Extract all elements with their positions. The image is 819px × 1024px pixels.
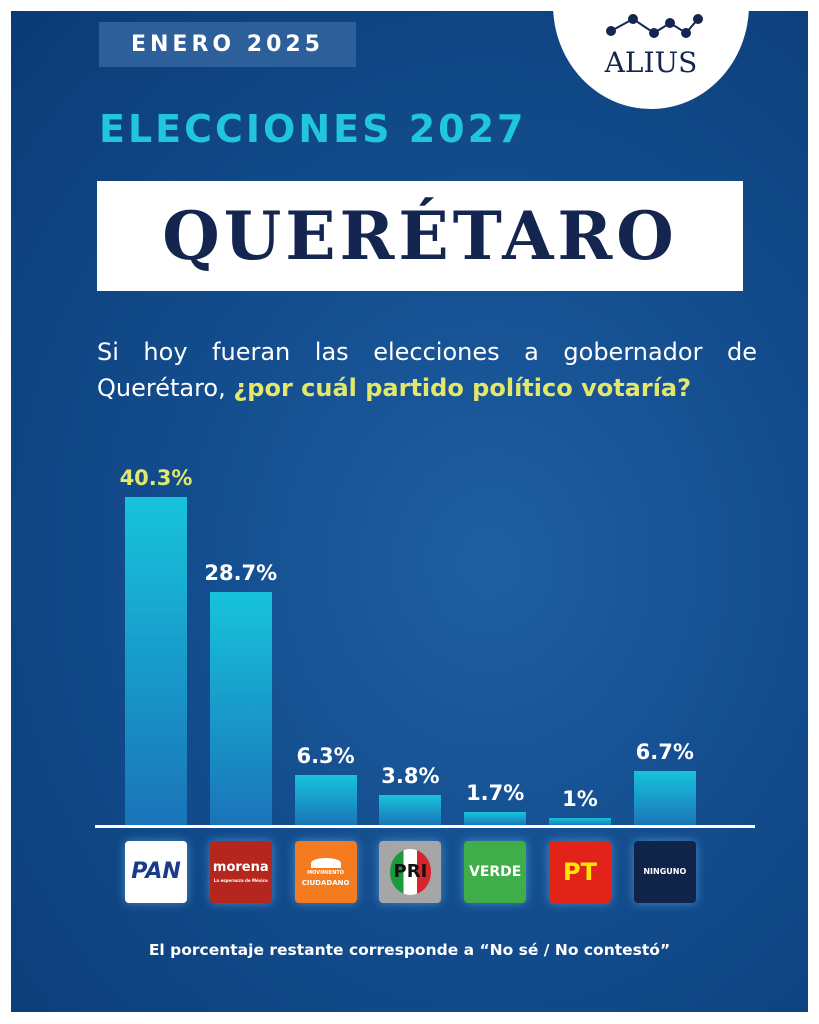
question-highlight: ¿por cuál partido político votaría? xyxy=(233,374,692,402)
party-logo-pt: PT xyxy=(549,841,611,903)
data-label: 28.7% xyxy=(204,560,278,585)
eagle-icon xyxy=(310,857,341,868)
bar-pri xyxy=(379,794,442,826)
bar-chart: 40.3% 28.7% 6.3% 3.8% 1.7% 1% 6.7% xyxy=(11,11,808,1012)
chart-line-icon xyxy=(606,14,703,38)
party-logo-subtext: MOVIMIENTO xyxy=(307,869,345,876)
party-logo-text: VERDE xyxy=(469,863,522,880)
bar-morena xyxy=(209,591,272,826)
bar-pt xyxy=(549,817,611,826)
party-logo-content: morena La esperanza de México xyxy=(213,860,269,884)
x-axis-line xyxy=(95,825,755,828)
party-logo-subtext: La esperanza de México xyxy=(213,878,268,883)
bar-pan xyxy=(125,497,187,826)
party-logo-ninguno: NINGUNO xyxy=(633,841,696,903)
data-label: 3.8% xyxy=(381,763,440,788)
infographic: ENERO 2025 ALIUS ELECCIONES 2027 QUERÉTA… xyxy=(11,11,808,1012)
alius-logo: ALIUS xyxy=(553,11,749,109)
question-text: Si hoy fueran las elecciones a gobernado… xyxy=(97,338,757,402)
party-logo-text: CIUDADANO xyxy=(301,878,350,887)
data-label: 1.7% xyxy=(466,781,525,806)
party-logo-text: PRI xyxy=(393,861,428,882)
bar-movimiento-ciudadano xyxy=(294,774,357,826)
data-label: 6.7% xyxy=(635,740,694,765)
party-logo-pri: PRI xyxy=(379,841,442,903)
party-logo-verde: VERDE xyxy=(464,841,527,903)
party-logo-text: morena xyxy=(212,860,269,875)
brand-name: ALIUS xyxy=(604,46,698,79)
party-logo-content: NINGUNO xyxy=(643,867,686,877)
party-logo-content: MOVIMIENTO CIUDADANO xyxy=(301,857,350,887)
date-badge: ENERO 2025 xyxy=(99,22,356,67)
party-logo-content: PRI xyxy=(389,849,432,895)
party-logo-text: NINGUNO xyxy=(643,867,687,876)
party-logo-text: PAN xyxy=(131,859,181,884)
party-logo-ciudadano: MOVIMIENTO CIUDADANO xyxy=(294,841,357,903)
subtitle: ELECCIONES 2027 xyxy=(99,107,527,151)
page-title: QUERÉTARO xyxy=(97,181,743,291)
data-label: 1% xyxy=(562,786,598,811)
party-logo-pan: PAN xyxy=(125,841,187,903)
party-logo-content: VERDE xyxy=(469,864,521,881)
party-logo-text: PT xyxy=(563,857,597,886)
bar-verde xyxy=(464,812,527,826)
bar-ninguno xyxy=(633,771,696,826)
data-label: 6.3% xyxy=(296,743,355,768)
party-logo-morena: morena La esperanza de México xyxy=(209,841,272,903)
data-label: 40.3% xyxy=(119,466,193,490)
footnote: El porcentaje restante corresponde a “No… xyxy=(148,941,671,959)
party-logo-content: PAN xyxy=(131,859,181,885)
question: Si hoy fueran las elecciones a gobernado… xyxy=(97,334,757,406)
party-logo-content: PT xyxy=(563,858,597,887)
